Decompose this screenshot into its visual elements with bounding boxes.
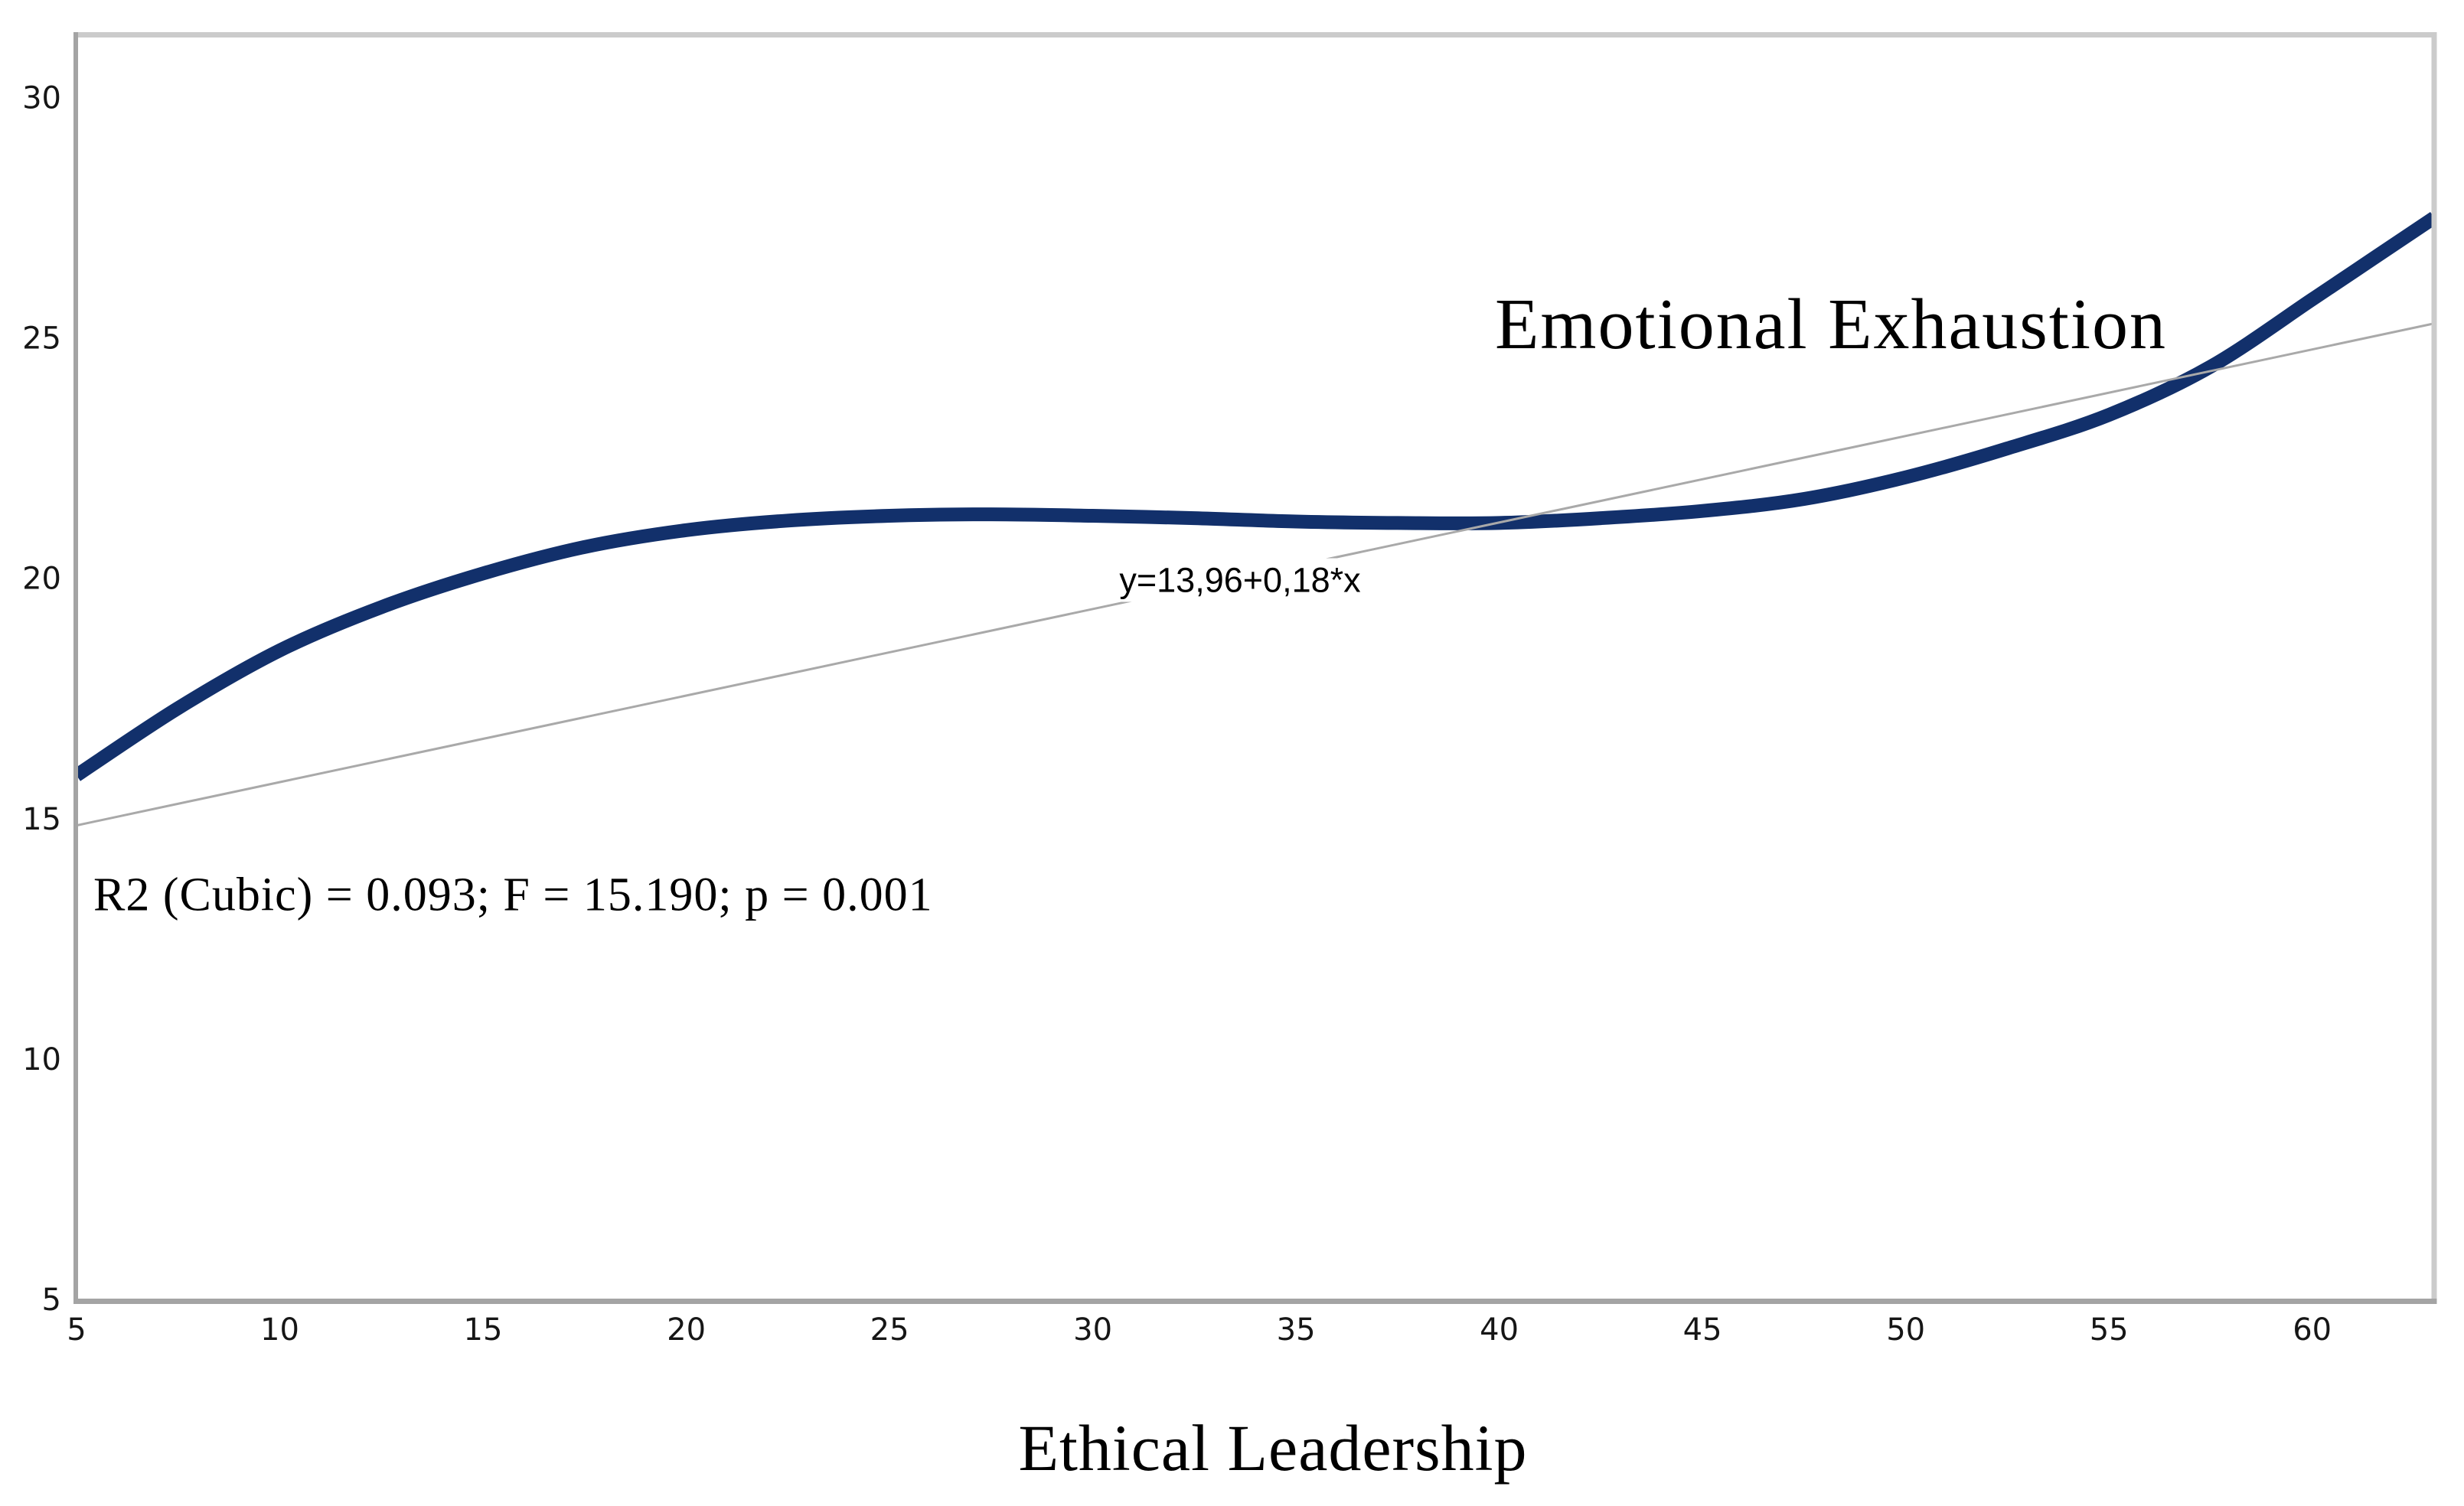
regression-equation-label: y=13,96+0,18*x <box>1110 558 1370 602</box>
y-tick-label: 30 <box>22 80 61 116</box>
y-tick-label: 10 <box>22 1042 61 1077</box>
cubic_fit-line <box>77 212 2434 781</box>
x-tick-label: 45 <box>1683 1312 1722 1348</box>
x-tick-label: 15 <box>464 1312 503 1348</box>
x-tick-label: 30 <box>1073 1312 1112 1348</box>
x-tick-label: 60 <box>2293 1312 2332 1348</box>
x-tick-label: 5 <box>67 1312 86 1348</box>
x-tick-label: 50 <box>1886 1312 1925 1348</box>
y-tick-label: 5 <box>42 1283 61 1318</box>
x-tick-label: 25 <box>870 1312 909 1348</box>
x-tick-label: 40 <box>1480 1312 1519 1348</box>
y-tick-label: 25 <box>22 321 61 357</box>
x-tick-label: 55 <box>2090 1312 2129 1348</box>
series-label-emotional-exhaustion: Emotional Exhaustion <box>1494 285 2168 364</box>
x-tick-label: 35 <box>1277 1312 1316 1348</box>
y-tick-label: 15 <box>22 802 61 837</box>
x-tick-label: 10 <box>260 1312 299 1348</box>
y-tick-label: 20 <box>22 562 61 597</box>
x-axis-title: Ethical Leadership <box>1018 1411 1528 1485</box>
fit-statistics-label: R2 (Cubic) = 0.093; F = 15.190; p = 0.00… <box>93 869 933 921</box>
x-tick-label: 20 <box>667 1312 706 1348</box>
